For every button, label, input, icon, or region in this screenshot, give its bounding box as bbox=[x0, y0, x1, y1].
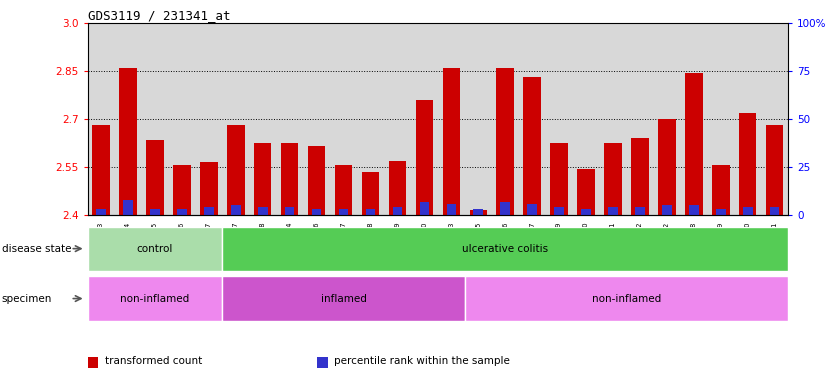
Bar bbox=[258, 207, 268, 215]
Bar bbox=[743, 207, 752, 215]
Bar bbox=[96, 209, 106, 215]
Bar bbox=[362, 172, 379, 215]
Bar bbox=[470, 210, 487, 215]
Text: ulcerative colitis: ulcerative colitis bbox=[462, 243, 548, 254]
Bar bbox=[204, 207, 214, 215]
Bar bbox=[420, 202, 430, 215]
Bar bbox=[524, 78, 541, 215]
Bar bbox=[712, 166, 730, 215]
Bar bbox=[254, 143, 271, 215]
Text: non-inflamed: non-inflamed bbox=[120, 293, 189, 304]
Bar bbox=[119, 68, 137, 215]
Bar bbox=[662, 205, 671, 215]
Bar bbox=[581, 209, 590, 215]
Bar bbox=[150, 209, 160, 215]
Text: percentile rank within the sample: percentile rank within the sample bbox=[334, 356, 510, 366]
Bar bbox=[608, 207, 618, 215]
Text: specimen: specimen bbox=[2, 293, 52, 304]
Bar bbox=[577, 169, 595, 215]
Bar bbox=[636, 207, 645, 215]
Bar bbox=[689, 205, 699, 215]
Bar bbox=[393, 207, 402, 215]
Bar bbox=[227, 126, 244, 215]
Bar bbox=[474, 209, 483, 215]
Bar bbox=[173, 166, 191, 215]
Bar bbox=[339, 209, 349, 215]
Bar bbox=[550, 143, 568, 215]
Bar bbox=[555, 207, 564, 215]
Bar bbox=[308, 146, 325, 215]
Bar bbox=[389, 161, 406, 215]
Text: disease state: disease state bbox=[2, 243, 71, 254]
Bar bbox=[766, 126, 783, 215]
Text: control: control bbox=[137, 243, 173, 254]
Bar bbox=[415, 100, 433, 215]
Text: GDS3119 / 231341_at: GDS3119 / 231341_at bbox=[88, 9, 230, 22]
Bar bbox=[365, 209, 375, 215]
Bar bbox=[223, 227, 788, 271]
Bar bbox=[281, 143, 299, 215]
Bar bbox=[93, 126, 110, 215]
Bar bbox=[177, 209, 187, 215]
Bar bbox=[770, 207, 780, 215]
Bar bbox=[146, 140, 163, 215]
Bar bbox=[312, 209, 321, 215]
Bar bbox=[500, 202, 510, 215]
Bar bbox=[739, 113, 756, 215]
Bar bbox=[716, 209, 726, 215]
Bar bbox=[285, 207, 294, 215]
Bar bbox=[123, 200, 133, 215]
Bar bbox=[200, 162, 218, 215]
Text: inflamed: inflamed bbox=[320, 293, 366, 304]
Bar bbox=[465, 276, 788, 321]
Bar bbox=[231, 205, 240, 215]
Bar bbox=[223, 276, 465, 321]
Bar bbox=[446, 204, 456, 215]
Bar bbox=[88, 227, 223, 271]
Bar bbox=[631, 138, 649, 215]
Bar bbox=[443, 68, 460, 215]
Bar bbox=[685, 73, 702, 215]
Text: transformed count: transformed count bbox=[105, 356, 202, 366]
Bar bbox=[604, 143, 622, 215]
Bar bbox=[527, 204, 537, 215]
Text: non-inflamed: non-inflamed bbox=[592, 293, 661, 304]
Bar bbox=[88, 276, 223, 321]
Bar bbox=[334, 166, 352, 215]
Bar bbox=[496, 68, 514, 215]
Bar bbox=[658, 119, 676, 215]
